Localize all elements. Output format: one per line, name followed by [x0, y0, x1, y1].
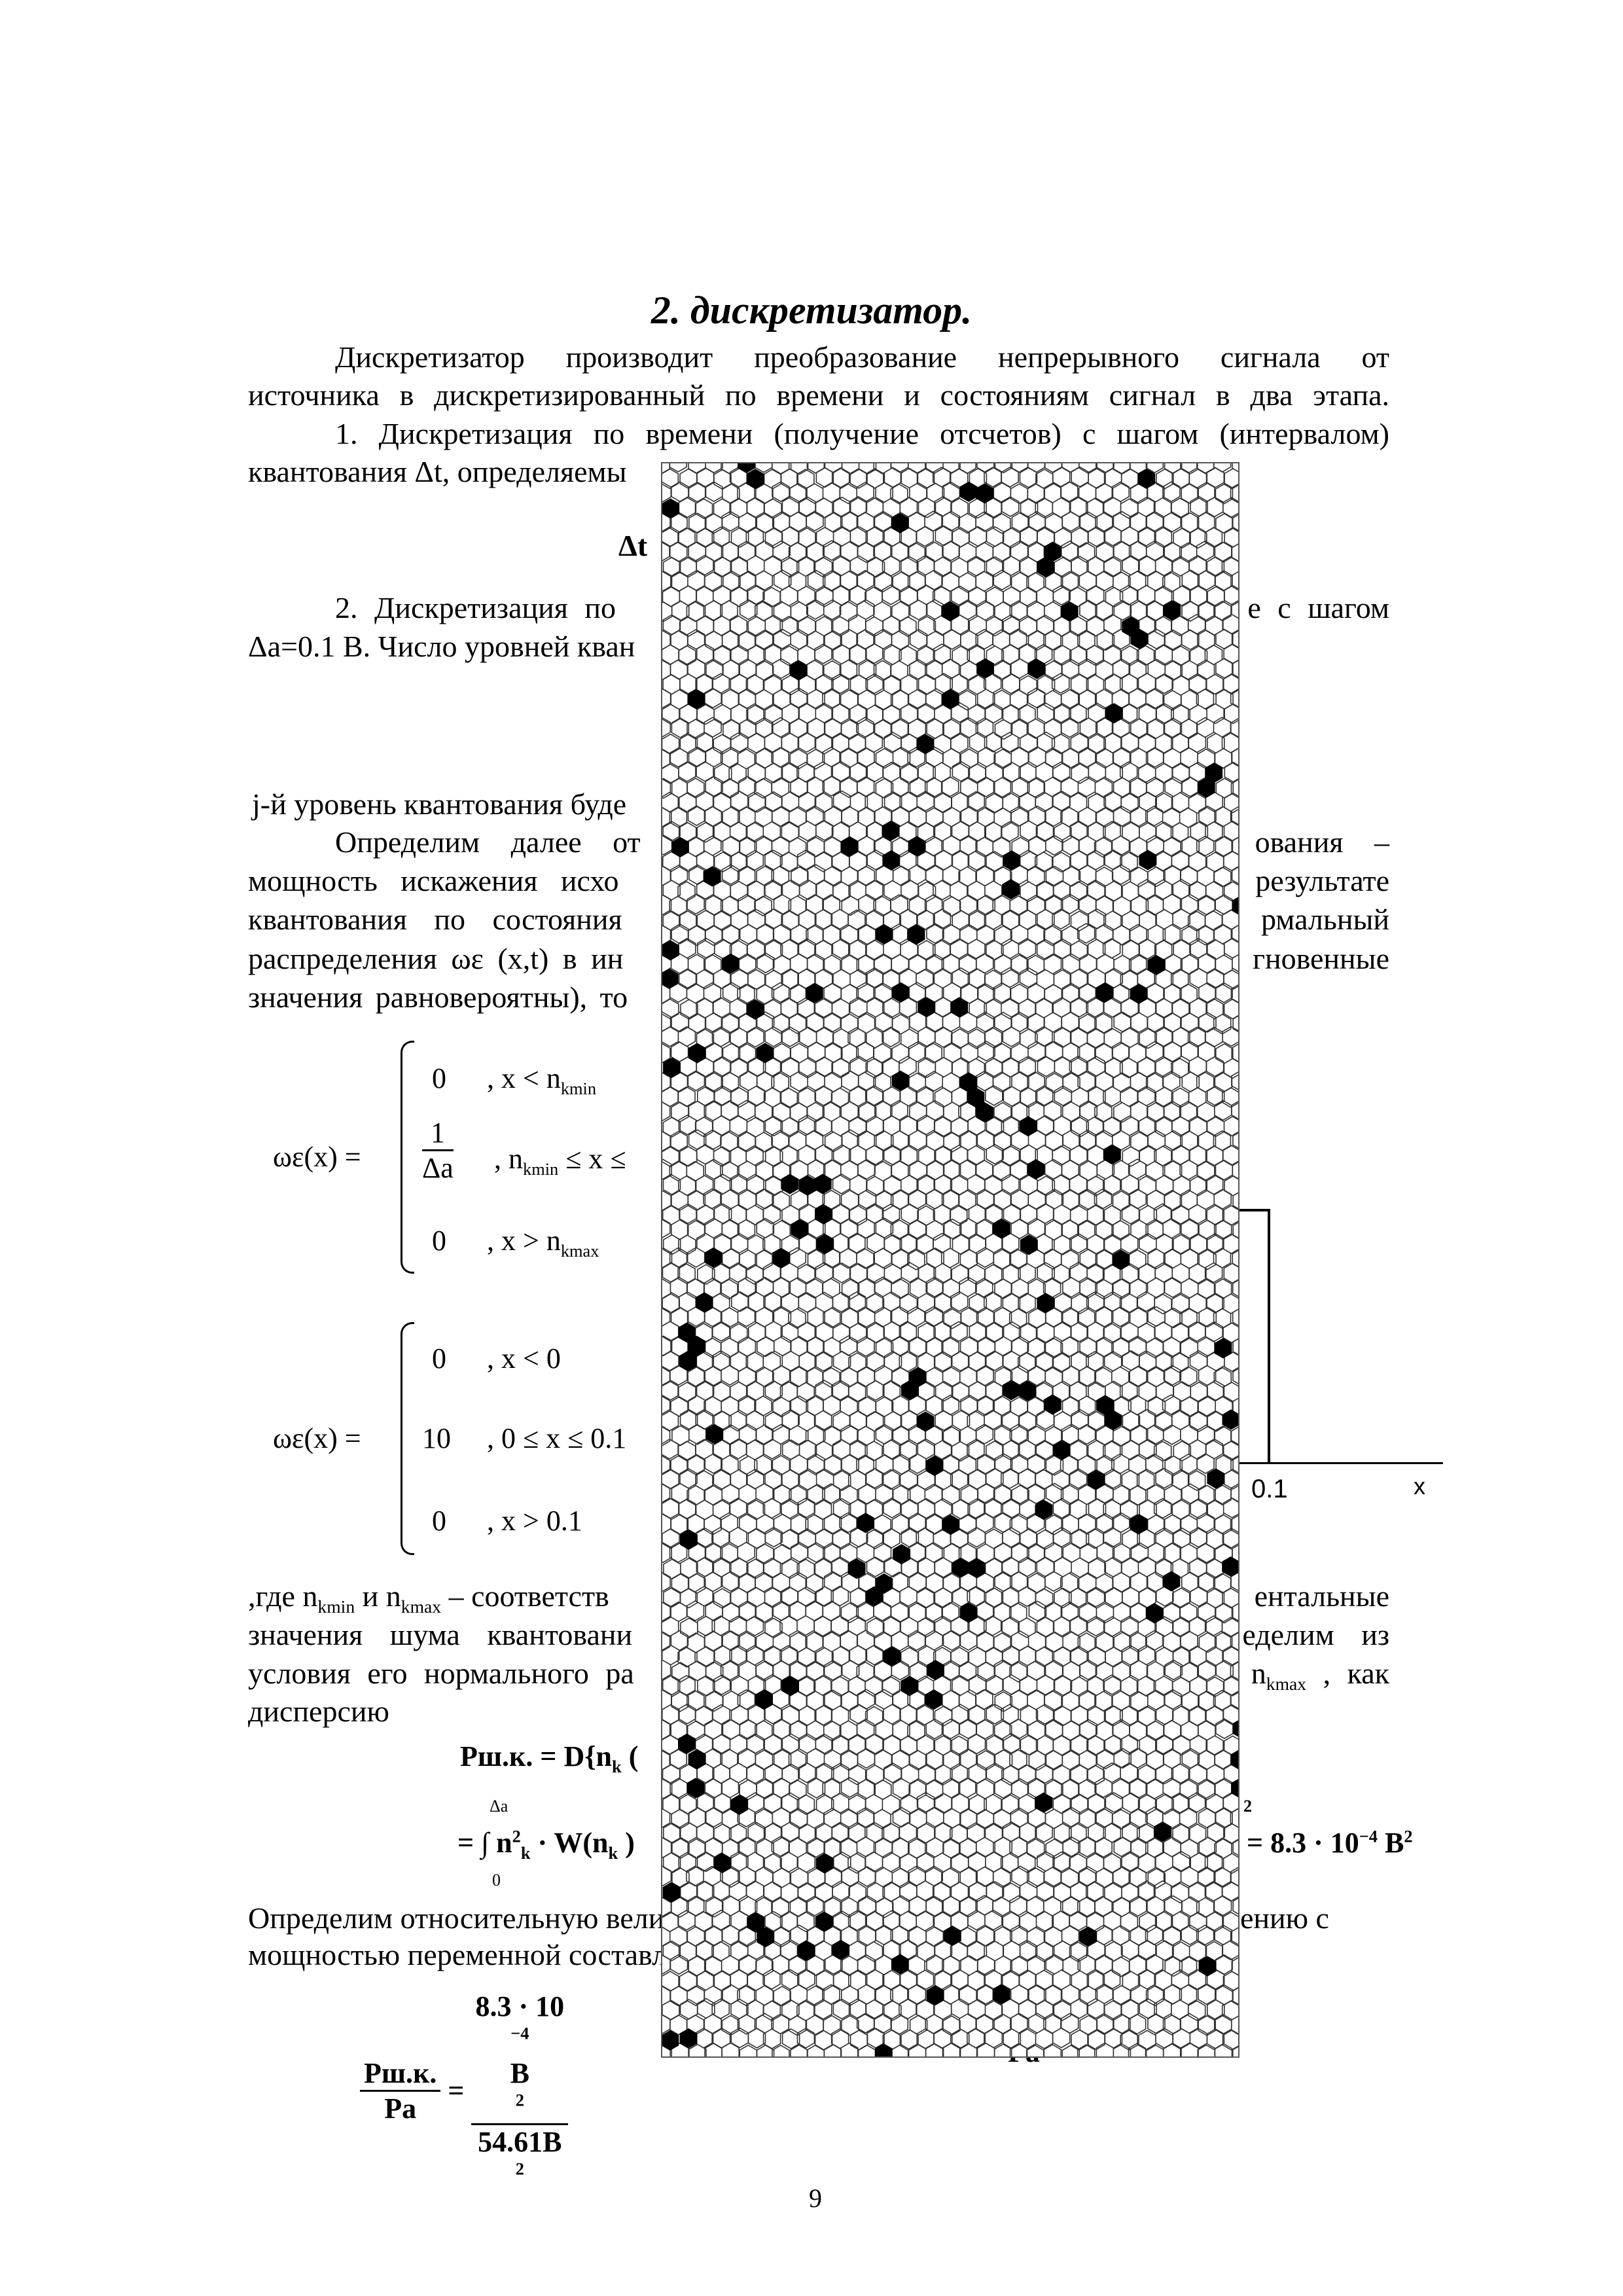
graph-x-axis: [1237, 1462, 1443, 1464]
graph-tick-label: 0.1: [1251, 1475, 1288, 1503]
page-number: 9: [809, 2183, 822, 2213]
pw1-row3-cond: , x > nkmax: [487, 1225, 599, 1261]
integral-lower-limit: 0: [492, 1871, 501, 1890]
p2-l1-left: Определим далее от: [335, 825, 641, 859]
p3-l2-left: значения шума квантовани: [248, 1618, 633, 1651]
piecewise2-brace: [401, 1322, 414, 1555]
p2-l4-left: распределения ωε (x,t) в ин: [248, 942, 624, 975]
ratio-frac1: Рш.к. Ра: [360, 2056, 441, 2125]
black-cells: [662, 463, 1238, 2056]
step2-line1-right: е с шагом: [1247, 591, 1389, 624]
p2-l2-left: мощность искажения исхо: [248, 864, 619, 897]
white-cells: [662, 463, 1238, 2056]
p3-l1-left: ,где nkmin и nkmax – соответств: [248, 1579, 609, 1617]
paragraph1-line2: источника в дискретизированный по времен…: [248, 378, 1389, 412]
p2-l2-right: результате: [1255, 864, 1389, 897]
pw1-row1-val: 0: [432, 1062, 446, 1094]
section-title: 2. дискретизатор.: [651, 289, 972, 332]
piecewise1-lhs: ωε(x) =: [273, 1141, 361, 1173]
graph-vertical-line: [1268, 1209, 1270, 1464]
pw2-row1-val: 0: [432, 1342, 446, 1374]
pw2-row3-val: 0: [432, 1505, 446, 1537]
p4-l1-left: Определим относительную вели: [248, 1901, 665, 1935]
p4-l2-left: мощностью переменной составл: [248, 1938, 668, 1971]
pw1-row3-val: 0: [432, 1225, 446, 1257]
step2-line1-left: 2. Дискретизация по: [335, 591, 616, 624]
p2-l4-right: гновенные: [1253, 942, 1389, 975]
p3-l2-right: еделим из: [1242, 1618, 1389, 1651]
p3-l4: дисперсию: [248, 1695, 389, 1728]
p3-l3-right: nkmax , как: [1251, 1657, 1389, 1695]
p2-l3-right: рмальный: [1261, 903, 1389, 936]
p3-l3-left: условия его нормального ра: [248, 1657, 634, 1690]
p4-l1-right: ению с: [1240, 1901, 1329, 1935]
level-line: j-й уровень квантования буде: [252, 787, 627, 821]
p2-l3-left: квантования по состояния: [248, 903, 622, 936]
step1-line2: квантования Δt, определяемы: [248, 455, 627, 488]
step2-line2: Δa=0.1 В. Число уровней кван: [248, 630, 635, 663]
formula-right-sup: 2: [1243, 1797, 1252, 1816]
pw1-row2-frac: 1 Δa: [422, 1117, 454, 1184]
integral-upper-limit: Δa: [490, 1797, 508, 1816]
cell-pattern-overlay: [661, 462, 1240, 2058]
ratio-formula: Рш.к. Ра = 8.3 · 10 −4 В 2 54.61В 2: [360, 1990, 569, 2192]
paragraph1-line1: Дискретизатор производит преобразование …: [335, 340, 1389, 374]
piecewise2-lhs: ωε(x) =: [273, 1422, 361, 1454]
pw1-row1-cond: , x < nkmin: [487, 1062, 597, 1098]
formula-power-lhs: Рш.к. = D{nk (: [460, 1740, 639, 1776]
pw2-row1-cond: , x < 0: [487, 1342, 561, 1374]
formula-power-integrand: = ∫ n2k · W(nk ): [457, 1826, 635, 1863]
p2-l5-left: значения равновероятны), то: [248, 980, 628, 1014]
piecewise1-brace: [401, 1041, 414, 1274]
delta-t-label: Δt: [618, 529, 648, 562]
pw1-row2-cond: , nkmin ≤ x ≤: [494, 1143, 626, 1179]
p3-l1-right: ентальные: [1254, 1579, 1389, 1613]
step1-line1: 1. Дискретизация по времени (получение о…: [335, 417, 1389, 450]
pw2-row2-cond: , 0 ≤ x ≤ 0.1: [487, 1422, 627, 1454]
formula-power-result: = 8.3 · 10−4 В2: [1247, 1826, 1413, 1859]
graph-axis-label: x: [1414, 1473, 1425, 1499]
pw2-row3-cond: , x > 0.1: [487, 1505, 582, 1537]
p2-l1-right: ования –: [1255, 825, 1389, 859]
pw2-row2-val: 10: [422, 1422, 451, 1454]
graph-top-segment: [1237, 1209, 1270, 1211]
ratio-frac2: 8.3 · 10 −4 В 2 54.61В 2: [471, 1990, 569, 2192]
